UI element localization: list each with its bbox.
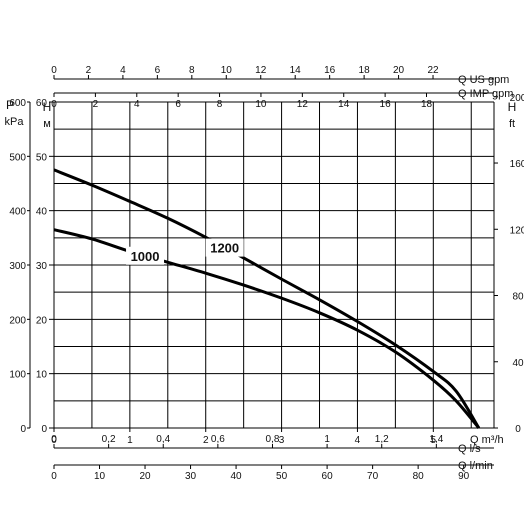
- x-axis-tick-label: 2: [203, 435, 209, 446]
- h-axis-unit: м: [43, 118, 51, 130]
- ft-axis-tick-label: 40: [512, 358, 524, 369]
- us-gpm-axis-tick-label: 8: [189, 65, 195, 76]
- lmin-axis-tick-label: 40: [231, 471, 243, 482]
- h-axis-tick-label: 50: [36, 152, 48, 163]
- imp-gpm-axis-tick-label: 18: [421, 99, 433, 110]
- us-gpm-axis-tick-label: 22: [427, 65, 439, 76]
- ls-axis-tick-label: 1,2: [375, 434, 389, 445]
- lmin-axis-tick-label: 20: [139, 471, 151, 482]
- ls-axis-tick-label: 0: [51, 434, 57, 445]
- ls-axis-tick-label: 0,2: [102, 434, 116, 445]
- us-gpm-axis-tick-label: 12: [255, 65, 267, 76]
- grid: [53, 101, 495, 429]
- curve-1000: [53, 228, 480, 429]
- x-axis-label: Q m³/h: [470, 434, 504, 446]
- imp-gpm-axis-tick-label: 0: [51, 99, 57, 110]
- p-axis-tick-label: 500: [9, 152, 26, 163]
- ft-axis-tick-label: 160: [510, 159, 524, 170]
- ft-axis-tick-label: 200: [510, 93, 524, 104]
- us-gpm-axis-tick-label: 10: [221, 65, 233, 76]
- ft-axis-unit: ft: [509, 118, 515, 130]
- axes: [27, 75, 498, 469]
- h-axis-tick-label: 20: [36, 315, 48, 326]
- ft-axis-tick-label: 80: [512, 292, 524, 303]
- x-axis-tick-label: 0: [51, 435, 57, 446]
- lmin-axis-tick-label: 90: [458, 471, 470, 482]
- curves: [53, 168, 481, 429]
- lmin-axis-tick-label: 80: [413, 471, 425, 482]
- p-axis-title: P: [6, 98, 14, 112]
- h-axis-tick-label: 30: [36, 261, 48, 272]
- imp-gpm-axis-tick-label: 6: [175, 99, 181, 110]
- imp-gpm-axis-tick-label: 14: [338, 99, 350, 110]
- us-gpm-axis-tick-label: 14: [290, 65, 302, 76]
- p-axis-tick-label: 300: [9, 261, 26, 272]
- us-gpm-axis-tick-label: 2: [86, 65, 92, 76]
- ft-axis-tick-label: 120: [510, 225, 524, 236]
- lmin-axis-tick-label: 70: [367, 471, 379, 482]
- us-gpm-axis-tick-label: 20: [393, 65, 405, 76]
- curve-label-1000: 1000: [131, 249, 160, 264]
- ft-axis-tick-label: 0: [515, 424, 521, 435]
- us-gpm-axis-tick-label: 6: [155, 65, 161, 76]
- imp-gpm-axis-label: Q IMP gpm: [458, 88, 513, 100]
- p-axis-tick-label: 100: [9, 370, 26, 381]
- x-axis-tick-label: 1: [127, 435, 133, 446]
- us-gpm-axis-tick-label: 16: [324, 65, 336, 76]
- curve-label-bg-1000: [126, 246, 165, 265]
- lmin-axis-label: Q l/min: [458, 460, 493, 472]
- h-axis-tick-label: 40: [36, 207, 48, 218]
- p-axis-tick-label: 200: [9, 315, 26, 326]
- ls-axis-tick-label: 0,8: [266, 434, 280, 445]
- x-axis-tick-label: 3: [279, 435, 285, 446]
- imp-gpm-axis-tick-label: 2: [93, 99, 99, 110]
- us-gpm-axis-tick-label: 4: [120, 65, 126, 76]
- p-axis-tick-label: 0: [20, 424, 26, 435]
- us-gpm-axis-tick-label: 0: [51, 65, 57, 76]
- h-axis-tick-label: 0: [41, 424, 47, 435]
- h-axis-tick-label: 60: [36, 98, 48, 109]
- us-gpm-axis-tick-label: 18: [359, 65, 371, 76]
- lmin-axis-tick-label: 10: [94, 471, 106, 482]
- lmin-axis-tick-label: 30: [185, 471, 197, 482]
- lmin-axis-tick-label: 0: [51, 471, 57, 482]
- imp-gpm-axis-tick-label: 10: [255, 99, 267, 110]
- h-axis-tick-label: 10: [36, 370, 48, 381]
- ls-axis-tick-label: 1: [324, 434, 330, 445]
- x-axis-tick-label: 4: [355, 435, 361, 446]
- imp-gpm-axis-tick-label: 8: [217, 99, 223, 110]
- curve-label-bg-1200: [205, 238, 244, 257]
- ls-axis-tick-label: 0,6: [211, 434, 225, 445]
- imp-gpm-axis-tick-label: 12: [297, 99, 309, 110]
- ls-axis-tick-label: 0,4: [156, 434, 170, 445]
- p-axis-tick-label: 600: [9, 98, 26, 109]
- curve-1200: [53, 168, 481, 429]
- lmin-axis-tick-label: 60: [322, 471, 334, 482]
- p-axis-tick-label: 400: [9, 207, 26, 218]
- h-axis-title: H: [43, 100, 52, 114]
- lmin-axis-tick-label: 50: [276, 471, 288, 482]
- ls-axis-label: Q l/s: [458, 443, 481, 455]
- p-axis-unit: kPa: [5, 116, 25, 128]
- x-axis-tick-label: 5: [431, 435, 437, 446]
- imp-gpm-axis-tick-label: 4: [134, 99, 140, 110]
- ft-axis-title: H: [508, 100, 517, 114]
- curve-label-1200: 1200: [210, 241, 239, 256]
- imp-gpm-axis-tick-label: 16: [380, 99, 392, 110]
- ls-axis-tick-label: 1,4: [429, 434, 443, 445]
- us-gpm-axis-label: Q US gpm: [458, 74, 509, 86]
